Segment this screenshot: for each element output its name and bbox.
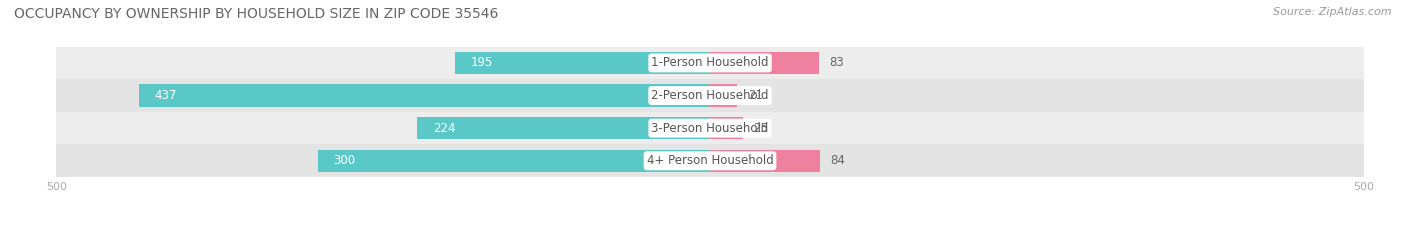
Bar bbox=[56, 47, 1364, 79]
Text: 3-Person Household: 3-Person Household bbox=[651, 122, 769, 135]
Bar bbox=[710, 52, 818, 74]
Bar bbox=[56, 112, 1364, 144]
Text: 25: 25 bbox=[754, 122, 768, 135]
Text: 1-Person Household: 1-Person Household bbox=[651, 56, 769, 69]
Text: 21: 21 bbox=[748, 89, 763, 102]
Bar bbox=[456, 52, 710, 74]
Bar bbox=[710, 117, 742, 139]
Bar bbox=[710, 84, 738, 107]
Text: 4+ Person Household: 4+ Person Household bbox=[647, 154, 773, 167]
Text: 224: 224 bbox=[433, 122, 456, 135]
Legend: Owner-occupied, Renter-occupied: Owner-occupied, Renter-occupied bbox=[583, 230, 837, 233]
Bar bbox=[56, 144, 1364, 177]
Text: 437: 437 bbox=[155, 89, 177, 102]
Bar bbox=[56, 79, 1364, 112]
Bar bbox=[139, 84, 710, 107]
Text: OCCUPANCY BY OWNERSHIP BY HOUSEHOLD SIZE IN ZIP CODE 35546: OCCUPANCY BY OWNERSHIP BY HOUSEHOLD SIZE… bbox=[14, 7, 499, 21]
Text: 83: 83 bbox=[830, 56, 844, 69]
Bar bbox=[318, 150, 710, 172]
Text: Source: ZipAtlas.com: Source: ZipAtlas.com bbox=[1274, 7, 1392, 17]
Text: 84: 84 bbox=[831, 154, 845, 167]
Text: 195: 195 bbox=[471, 56, 494, 69]
Bar bbox=[418, 117, 710, 139]
Text: 2-Person Household: 2-Person Household bbox=[651, 89, 769, 102]
Text: 300: 300 bbox=[333, 154, 356, 167]
Bar bbox=[710, 150, 820, 172]
